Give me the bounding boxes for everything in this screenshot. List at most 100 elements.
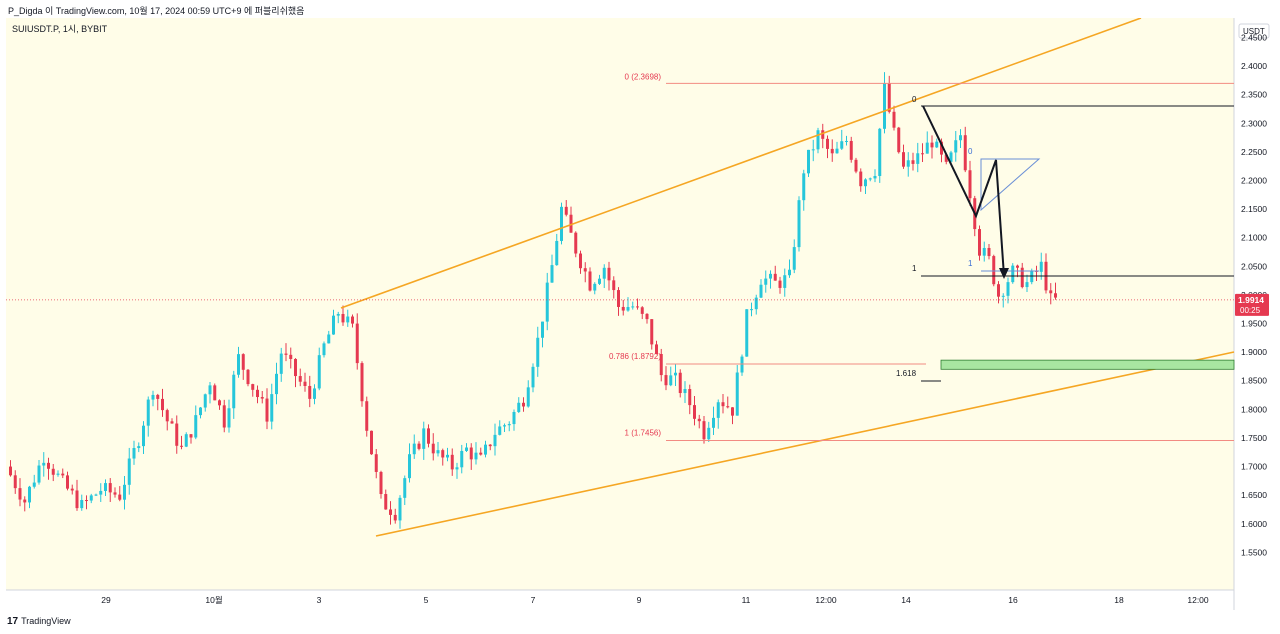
- brand-name: TradingView: [21, 616, 71, 626]
- candle-body: [921, 153, 924, 155]
- candle-body: [569, 214, 573, 233]
- fib-label-0786: 0.786 (1.8792): [609, 352, 661, 361]
- candle-body: [118, 494, 122, 500]
- candle-body: [835, 148, 839, 154]
- candle-body: [773, 273, 777, 281]
- candle-body: [949, 152, 953, 162]
- candle-body: [574, 232, 578, 254]
- candle-body: [47, 462, 50, 469]
- candle-body: [1011, 265, 1015, 283]
- candle-body: [484, 444, 487, 455]
- candle-body: [669, 375, 673, 386]
- candle-body: [156, 394, 160, 399]
- candle-body: [398, 497, 402, 521]
- candle-body: [664, 375, 668, 386]
- candle-body: [142, 425, 145, 447]
- candle-body: [441, 450, 445, 458]
- candle-body: [944, 154, 948, 162]
- zigzag-arrowhead: [999, 268, 1009, 279]
- candle-body: [75, 490, 79, 509]
- candle-body: [408, 454, 411, 479]
- candle-body: [588, 271, 592, 291]
- candle-body: [536, 337, 540, 367]
- candle-body: [123, 484, 126, 500]
- candle-body: [593, 283, 597, 291]
- candle-body: [683, 389, 687, 394]
- candle-body: [802, 173, 806, 201]
- candle-body: [161, 398, 164, 411]
- candle-body: [66, 475, 69, 489]
- candle-body: [237, 354, 240, 375]
- candle-body: [275, 373, 278, 395]
- candle-body: [541, 321, 544, 338]
- candle-body: [260, 397, 264, 399]
- candle-body: [607, 267, 611, 281]
- blue-label-0: 0: [968, 147, 973, 156]
- candle-body: [612, 280, 616, 291]
- ext-label-1618: 1.618: [896, 369, 917, 378]
- candle-body: [650, 319, 654, 345]
- candle-body: [137, 446, 141, 449]
- candle-body: [873, 175, 877, 179]
- candle-body: [51, 468, 55, 475]
- y-tick-label: 2.1000: [1241, 233, 1267, 243]
- candle-body: [992, 256, 996, 285]
- zigzag-path: [922, 105, 1005, 277]
- y-tick-label: 1.7000: [1241, 462, 1267, 472]
- candle-body: [436, 450, 440, 454]
- y-tick-label: 2.3000: [1241, 118, 1267, 128]
- candle-body: [503, 425, 506, 427]
- channel-lower-line: [375, 351, 1235, 537]
- candle-body: [132, 448, 136, 459]
- candle-body: [94, 494, 98, 496]
- candle-body: [56, 473, 60, 475]
- publisher-line: P_Digda 이 TradingView.com, 10월 17, 2024 …: [8, 6, 305, 16]
- current-price-badge: [1235, 293, 1269, 316]
- candle-body: [227, 408, 231, 428]
- candle-body: [959, 135, 962, 141]
- x-tick-label: 29: [101, 595, 111, 605]
- candle-body: [816, 130, 820, 150]
- candle-body: [688, 389, 692, 406]
- y-tick-label: 1.9000: [1241, 347, 1267, 357]
- candle-body: [1054, 293, 1057, 298]
- candle-body: [797, 200, 801, 248]
- tradingview-logo[interactable]: 17 TradingView: [7, 616, 71, 627]
- candle-body: [308, 385, 312, 399]
- candle-body: [930, 142, 934, 148]
- chart-frame[interactable]: SUIUSDT.P, 1시, BYBIT USDT 2.4500 2.4000 2.35…: [6, 17, 1275, 610]
- candle-body: [693, 405, 696, 419]
- candle-body: [180, 445, 183, 447]
- candle-body: [251, 384, 255, 390]
- candle-body: [531, 366, 535, 388]
- candle-body: [555, 240, 559, 266]
- ext-label-0: 0: [912, 95, 917, 104]
- current-price-value: 1.9914: [1238, 295, 1264, 305]
- candle-body: [165, 410, 169, 422]
- candle-body: [526, 387, 530, 407]
- candle-body: [887, 83, 891, 112]
- candle-body: [621, 306, 625, 311]
- candle-body: [940, 141, 943, 155]
- candle-body: [374, 454, 378, 472]
- candle-body: [417, 443, 421, 449]
- candle-body: [199, 407, 202, 416]
- candle-body: [830, 148, 834, 154]
- candle-body: [42, 462, 46, 466]
- candle-body: [313, 388, 316, 399]
- y-tick-label: 2.2000: [1241, 175, 1267, 185]
- candle-body: [379, 471, 383, 495]
- x-tick-label: 16: [1008, 595, 1018, 605]
- footer: 17 TradingView: [0, 611, 1280, 634]
- candle-body: [13, 475, 17, 489]
- candle-body: [474, 452, 478, 460]
- candle-body: [859, 171, 863, 187]
- candle-body: [517, 402, 521, 412]
- currency-button[interactable]: [1238, 23, 1270, 39]
- candle-body: [769, 273, 772, 279]
- candle-body: [151, 394, 155, 400]
- candle-body: [522, 402, 525, 407]
- candle-body: [108, 483, 112, 493]
- y-tick-label: 2.3500: [1241, 90, 1267, 100]
